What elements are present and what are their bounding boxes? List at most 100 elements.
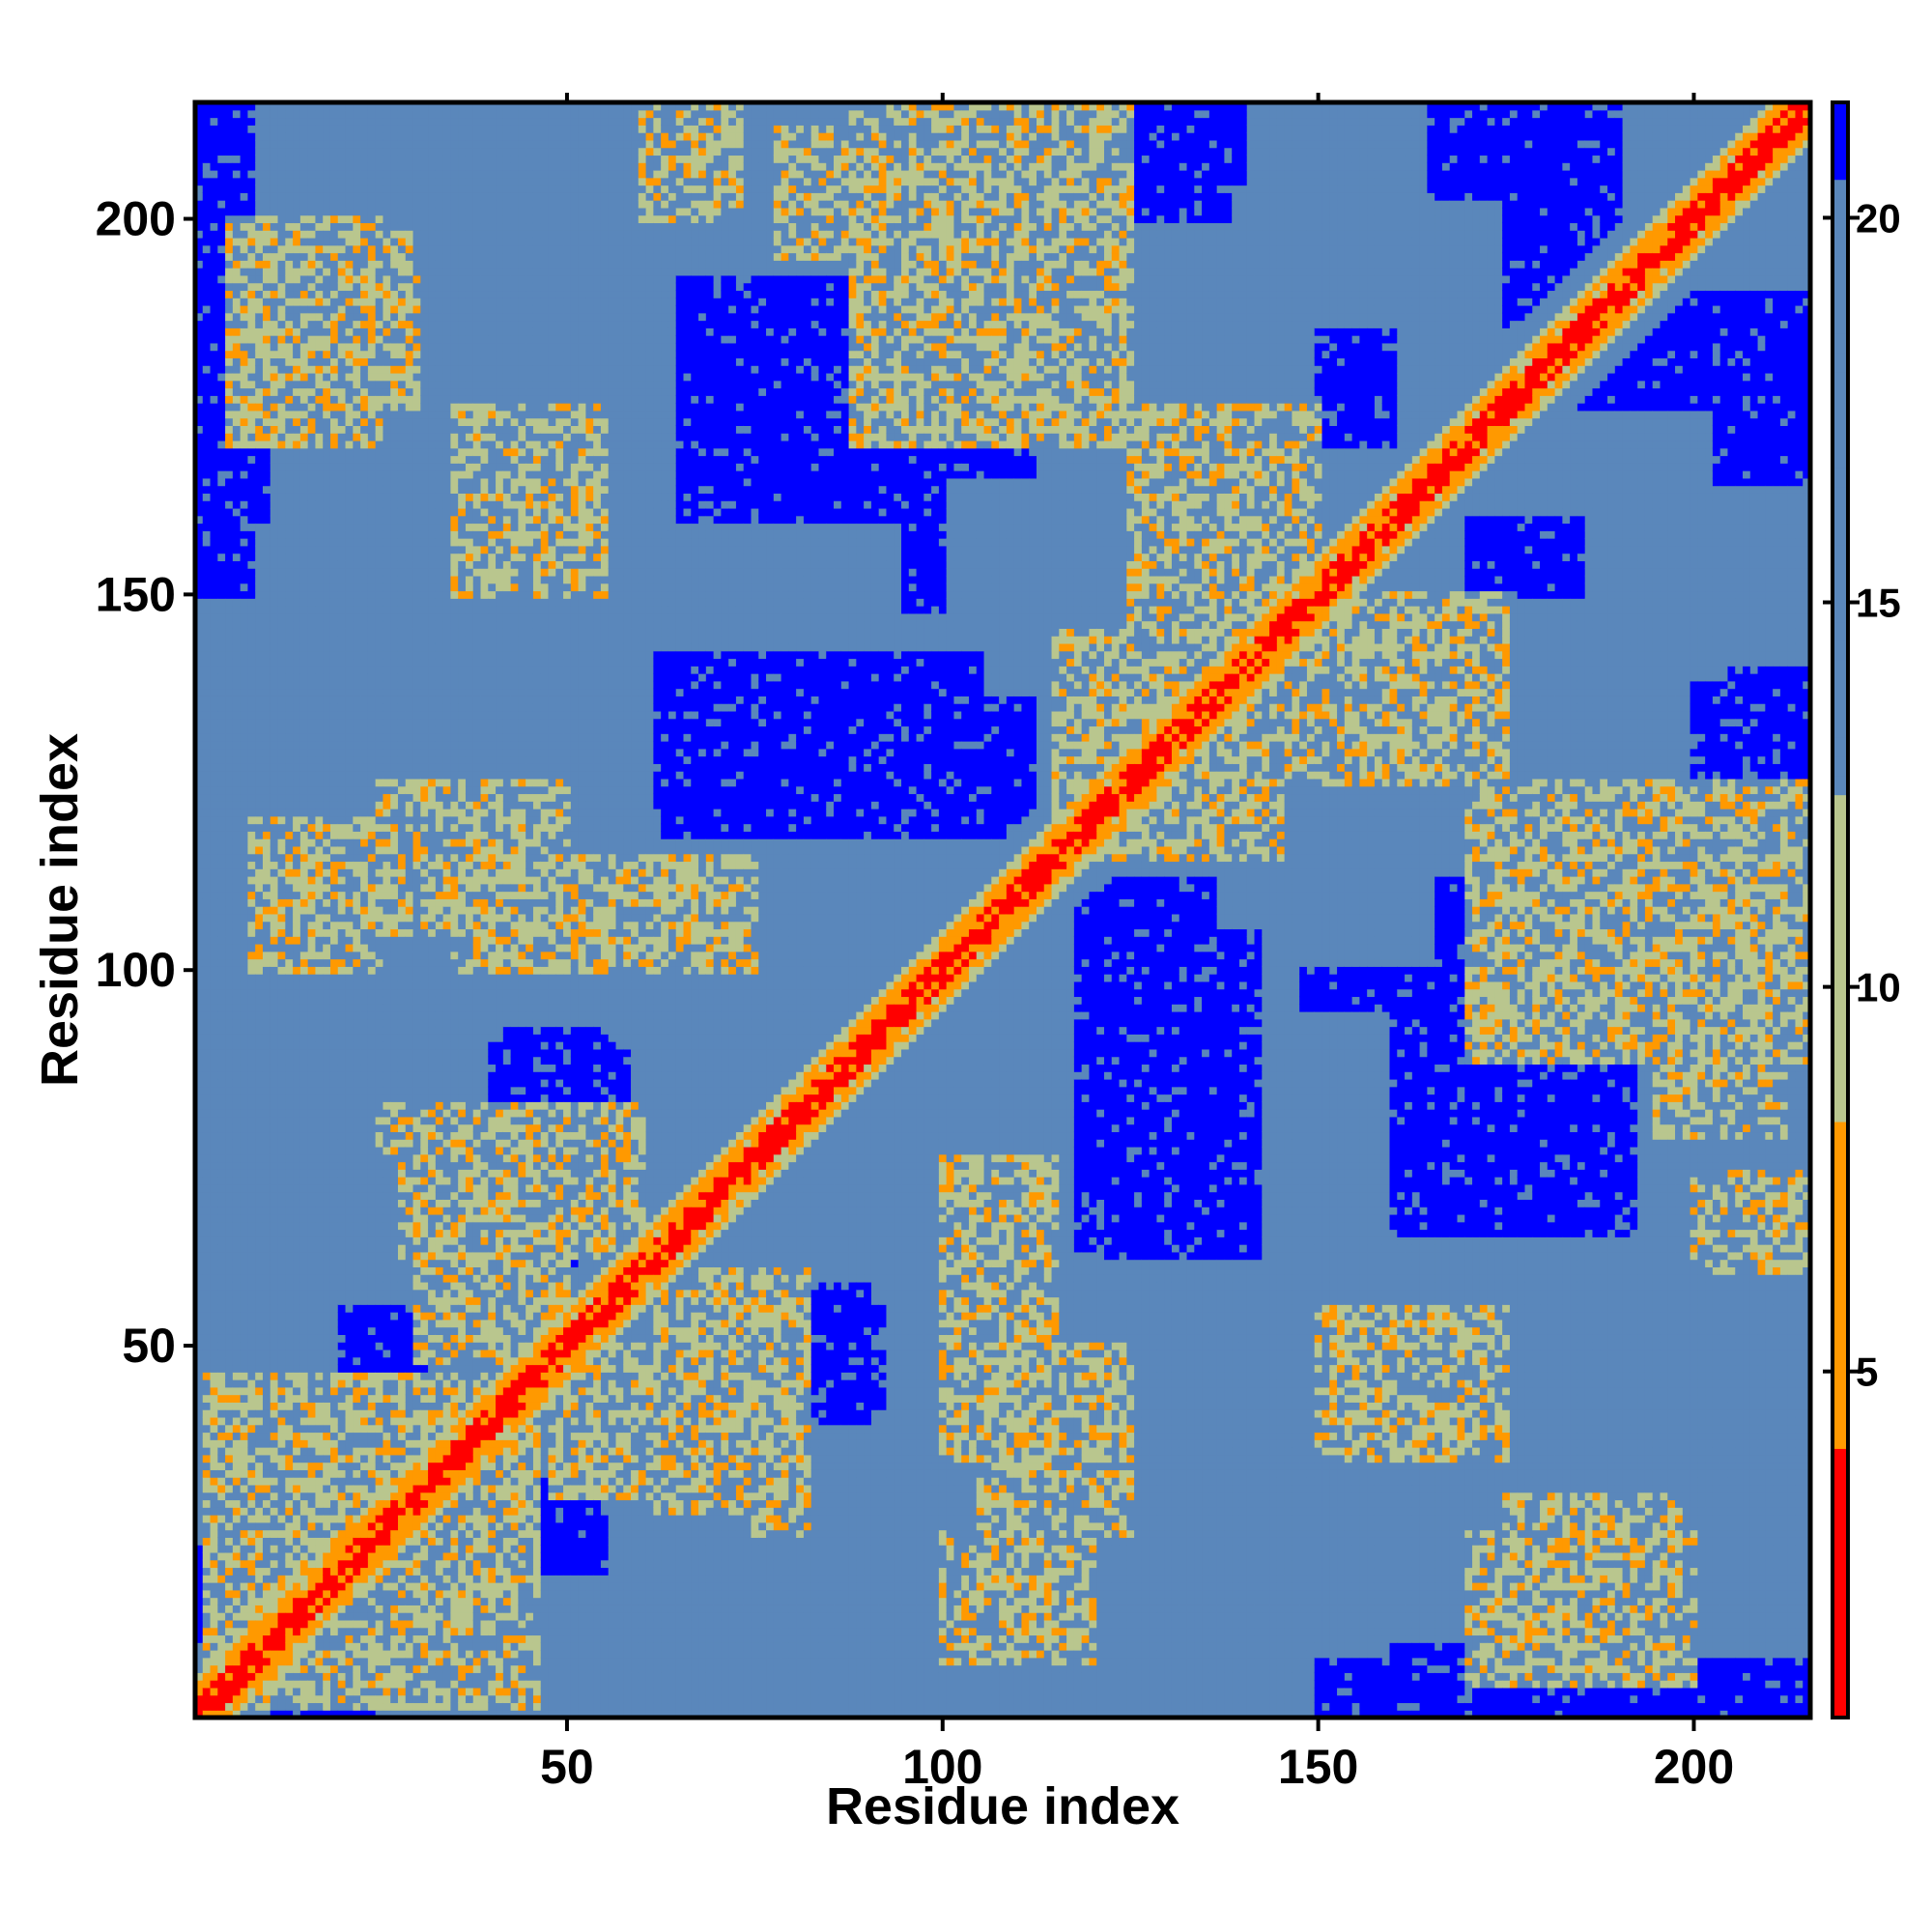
heatmap-cell (247, 395, 255, 403)
heatmap-cell (241, 178, 248, 185)
heatmap-cell (217, 1552, 225, 1560)
heatmap-cell (217, 989, 225, 997)
heatmap-cell (300, 846, 308, 854)
heatmap-cell (211, 922, 218, 929)
heatmap-cell (247, 876, 255, 884)
heatmap-cell (300, 560, 308, 568)
heatmap-cell (300, 1409, 308, 1417)
heatmap-cell (247, 283, 255, 291)
heatmap-cell (255, 996, 263, 1004)
heatmap-cell (293, 290, 300, 298)
heatmap-cell (233, 1477, 241, 1485)
heatmap-cell (233, 253, 241, 261)
heatmap-cell (293, 1320, 300, 1327)
heatmap-cell (217, 110, 225, 118)
heatmap-cell (203, 1425, 211, 1433)
heatmap-cell (225, 711, 233, 719)
heatmap-cell (203, 1582, 211, 1590)
heatmap-cell (241, 1027, 248, 1035)
heatmap-cell (270, 1350, 278, 1357)
heatmap-cell (270, 1485, 278, 1492)
heatmap-cell (263, 425, 270, 433)
heatmap-cell (255, 524, 263, 531)
heatmap-cell (278, 425, 286, 433)
heatmap-cell (225, 636, 233, 643)
heatmap-cell (233, 1199, 241, 1207)
heatmap-cell (217, 838, 225, 846)
heatmap-cell (263, 365, 270, 373)
heatmap-cell (247, 1628, 255, 1635)
heatmap-cell (263, 1297, 270, 1305)
heatmap-cell (255, 936, 263, 944)
heatmap-cell (270, 1432, 278, 1439)
heatmap-cell (225, 906, 233, 914)
heatmap-cell (241, 1131, 248, 1139)
heatmap-cell (255, 1447, 263, 1455)
heatmap-cell (203, 922, 211, 929)
heatmap-cell (217, 1665, 225, 1673)
heatmap-cell (247, 162, 255, 170)
heatmap-cell (225, 809, 233, 816)
heatmap-cell (247, 1485, 255, 1492)
heatmap-cell (225, 395, 233, 403)
heatmap-cell (293, 1041, 300, 1049)
heatmap-cell (278, 230, 286, 238)
heatmap-cell (217, 1417, 225, 1425)
heatmap-cell (293, 1131, 300, 1139)
heatmap-cell (300, 373, 308, 381)
heatmap-cell (217, 801, 225, 809)
heatmap-cell (255, 373, 263, 381)
heatmap-cell (241, 1485, 248, 1492)
heatmap-cell (247, 343, 255, 351)
heatmap-cell (247, 1432, 255, 1439)
heatmap-cell (255, 245, 263, 253)
heatmap-cell (300, 440, 308, 448)
heatmap-cell (217, 936, 225, 944)
heatmap-cell (225, 313, 233, 321)
heatmap-cell (255, 1131, 263, 1139)
heatmap-cell (263, 155, 270, 162)
heatmap-cell (225, 1417, 233, 1425)
heatmap-cell (225, 741, 233, 749)
heatmap-cell (255, 1695, 263, 1703)
heatmap-cell (211, 749, 218, 756)
heatmap-cell (233, 1260, 241, 1267)
heatmap-cell (278, 1297, 286, 1305)
heatmap-cell (293, 1192, 300, 1200)
heatmap-cell (241, 1342, 248, 1350)
heatmap-cell (203, 110, 211, 118)
heatmap-cell (241, 148, 248, 156)
heatmap-cell (233, 1485, 241, 1492)
heatmap-cell (225, 892, 233, 899)
heatmap-cell (270, 508, 278, 516)
heatmap-cell (211, 606, 218, 613)
heatmap-cell (270, 1695, 278, 1703)
heatmap-cell (263, 395, 270, 403)
heatmap-cell (270, 493, 278, 500)
heatmap-cell (217, 1169, 225, 1177)
heatmap-cell (293, 719, 300, 726)
heatmap-cell (211, 1169, 218, 1177)
heatmap-cell (217, 162, 225, 170)
heatmap-cell (293, 1252, 300, 1260)
heatmap-cell (247, 238, 255, 245)
heatmap-cell (203, 1560, 211, 1568)
heatmap-cell (263, 373, 270, 381)
heatmap-cell (293, 1552, 300, 1560)
heatmap-cell (247, 381, 255, 388)
heatmap-cell (217, 1395, 225, 1403)
heatmap-cell (241, 554, 248, 561)
heatmap-cell (285, 966, 293, 974)
heatmap-cell (217, 1409, 225, 1417)
heatmap-cell (263, 132, 270, 140)
heatmap-cell (247, 1011, 255, 1019)
heatmap-cell (241, 763, 248, 771)
heatmap-cell (263, 1019, 270, 1027)
heatmap-cell (203, 1628, 211, 1635)
heatmap-cell (233, 876, 241, 884)
heatmap-cell (293, 749, 300, 756)
heatmap-cell (278, 381, 286, 388)
heatmap-cell (225, 1117, 233, 1124)
heatmap-cell (293, 1357, 300, 1365)
heatmap-cell (255, 861, 263, 868)
